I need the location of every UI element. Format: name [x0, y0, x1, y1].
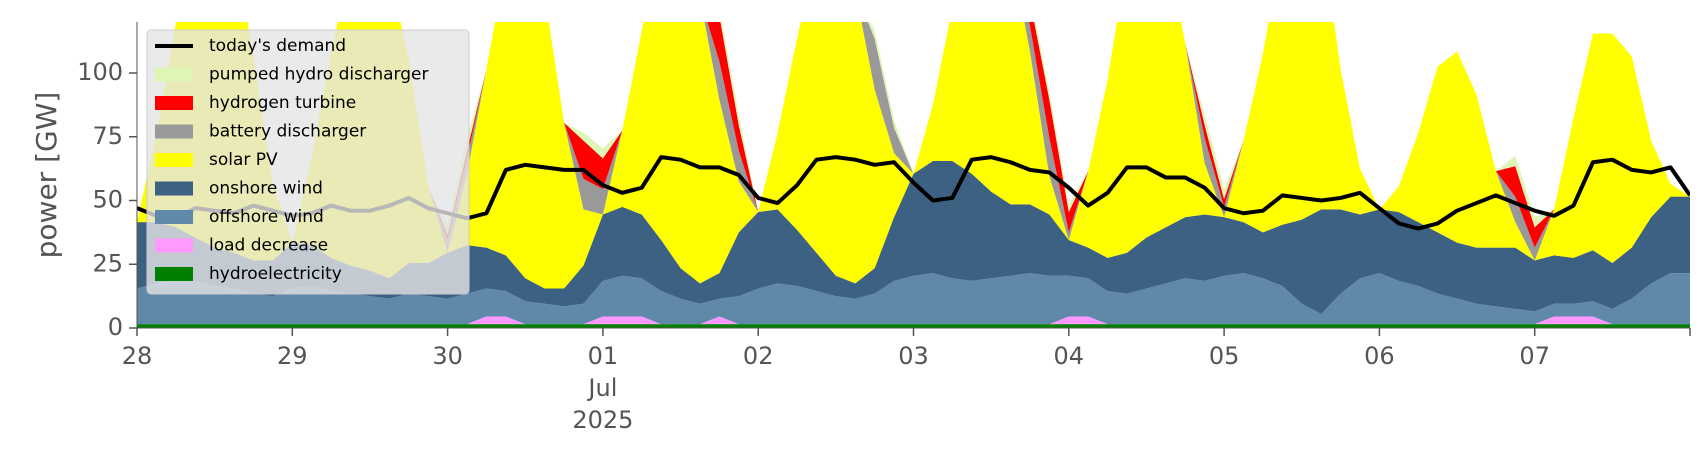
y-tick-label: 100 [77, 58, 123, 86]
legend: today's demand pumped hydro discharger hyd… [146, 29, 470, 295]
legend-swatch-hydroelectricity [155, 267, 193, 281]
x-tick-label: 01 [588, 342, 619, 370]
area-onshore-wind [137, 160, 1690, 314]
x-tick-label: 06 [1364, 342, 1395, 370]
x-tick-label: 29 [277, 342, 308, 370]
x-tick-label: 28 [122, 342, 153, 370]
legend-label-pumped-hydro-discharger: pumped hydro discharger [209, 65, 428, 85]
area-pumped-hydro-discharger [137, 22, 1690, 243]
legend-label-solar-pv: solar PV [209, 150, 278, 170]
legend-swatch-solar-pv [155, 153, 193, 167]
area-hydroelectricity [137, 324, 1690, 328]
area-offshore-wind [137, 273, 1690, 325]
x-tick-year-label: 2025 [572, 406, 633, 434]
legend-label-battery-discharger: battery discharger [209, 122, 366, 142]
legend-swatch-load-decrease [155, 238, 193, 253]
y-tick-label: 50 [92, 186, 123, 214]
x-tick-label: 03 [898, 342, 929, 370]
legend-label-hydroelectricity: hydroelectricity [209, 264, 342, 284]
x-tick-label: 30 [432, 342, 463, 370]
y-axis-label: power [GW] [30, 92, 63, 259]
x-tick-label: 04 [1054, 342, 1085, 370]
legend-box [146, 29, 470, 295]
x-tick-label: 02 [743, 342, 774, 370]
legend-label-load-decrease: load decrease [209, 236, 328, 256]
legend-swatch-pumped-hydro-discharger [155, 67, 193, 82]
legend-label-onshore-wind: onshore wind [209, 179, 323, 199]
y-tick-label: 25 [92, 249, 123, 277]
y-tick-label: 75 [92, 122, 123, 150]
y-tick-label: 0 [108, 313, 123, 341]
area-solar-pv [137, 22, 1690, 289]
legend-swatch-onshore-wind [155, 181, 193, 196]
x-tick-month-label: Jul [586, 374, 617, 402]
legend-label-hydrogen-turbine: hydrogen turbine [209, 93, 356, 113]
area-layers [137, 22, 1690, 328]
legend-label-offshore-wind: offshore wind [209, 207, 324, 227]
x-tick-label: 07 [1519, 342, 1550, 370]
axes: 0 25 50 75 100 28 29 30 01 Jul 2025 02 03 04 05 06 07 [77, 22, 1691, 434]
legend-swatch-battery-discharger [155, 124, 193, 139]
legend-swatch-hydrogen-turbine [155, 96, 193, 110]
legend-swatch-offshore-wind [155, 210, 193, 224]
legend-label-today-s-demand: today's demand [209, 36, 346, 56]
x-tick-label: 05 [1209, 342, 1240, 370]
